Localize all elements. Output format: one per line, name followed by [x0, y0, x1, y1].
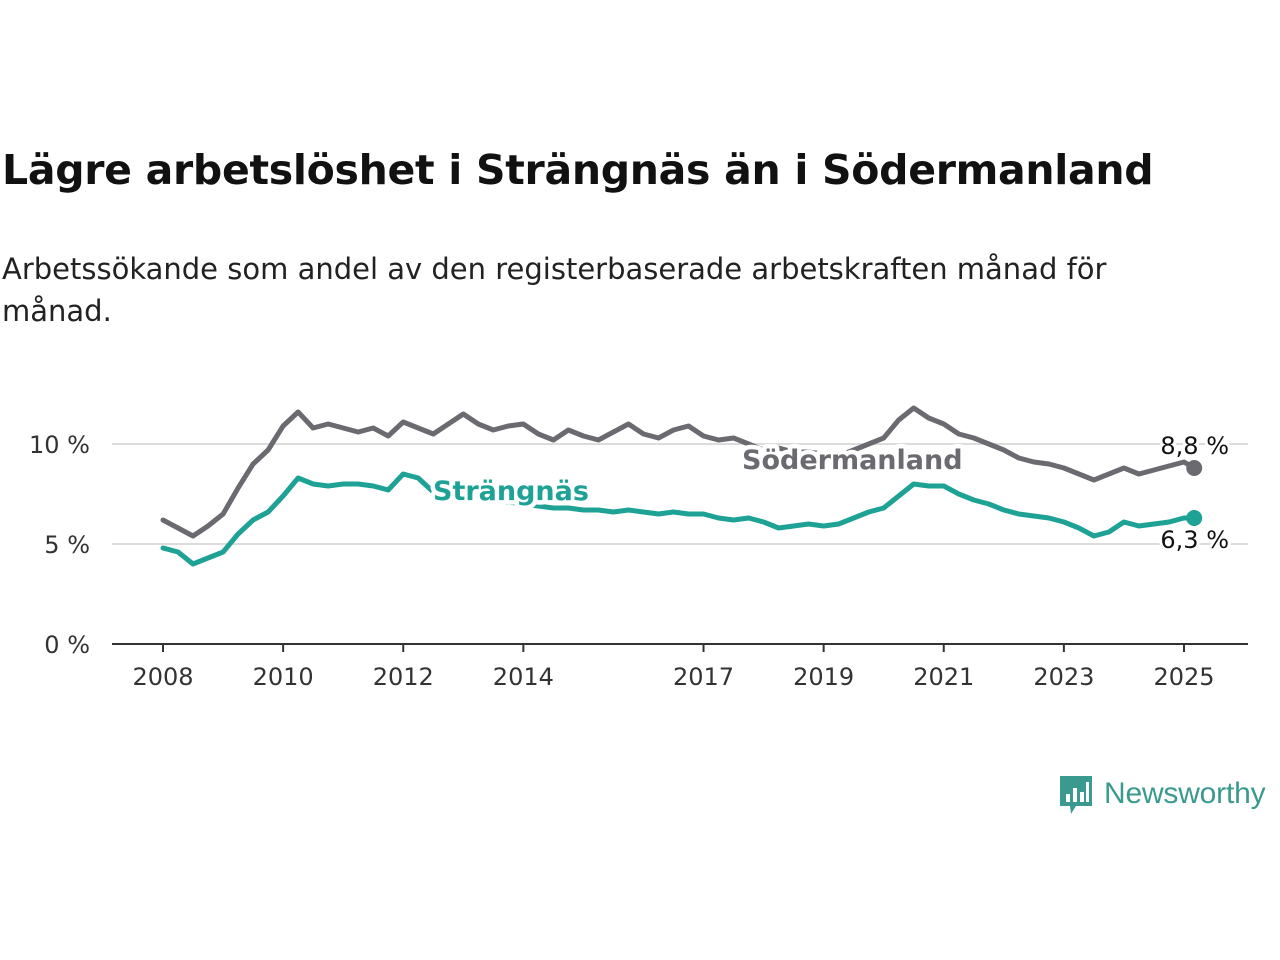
y-tick-label: 0 %	[44, 631, 90, 659]
series-line-sodermanland	[160, 405, 1197, 539]
chart-subtitle: Arbetssökande som andel av den registerb…	[2, 252, 1107, 328]
series-end-point	[1186, 460, 1203, 476]
series-label-sodermanland: Södermanland	[742, 445, 963, 476]
x-tick-label: 2008	[132, 663, 193, 691]
x-tick-label: 2014	[493, 663, 554, 691]
x-tick-label: 2021	[913, 663, 974, 691]
x-tick-label: 2025	[1153, 663, 1214, 691]
x-tick-label: 2012	[373, 663, 434, 691]
y-tick-label: 10 %	[29, 431, 90, 459]
logo-text: Newsworthy	[1104, 777, 1266, 810]
series-end-label: 6,3 %	[1160, 526, 1229, 554]
series-label-strangnas: Strängnäs	[433, 476, 589, 507]
series-end-point	[1186, 510, 1203, 526]
x-tick-label: 2017	[673, 663, 734, 691]
newsworthy-logo: Newsworthy	[1058, 772, 1266, 816]
y-tick-label: 5 %	[44, 531, 90, 559]
bar-chart-speech-bubble-icon	[1060, 776, 1092, 814]
series-line-strangnas	[160, 471, 1197, 567]
chart-title: Lägre arbetslöshet i Strängnäs än i Söde…	[2, 146, 1154, 194]
series-end-label: 8,8 %	[1160, 432, 1229, 460]
x-tick-label: 2019	[793, 663, 854, 691]
x-tick-label: 2023	[1033, 663, 1094, 691]
x-tick-label: 2010	[253, 663, 314, 691]
